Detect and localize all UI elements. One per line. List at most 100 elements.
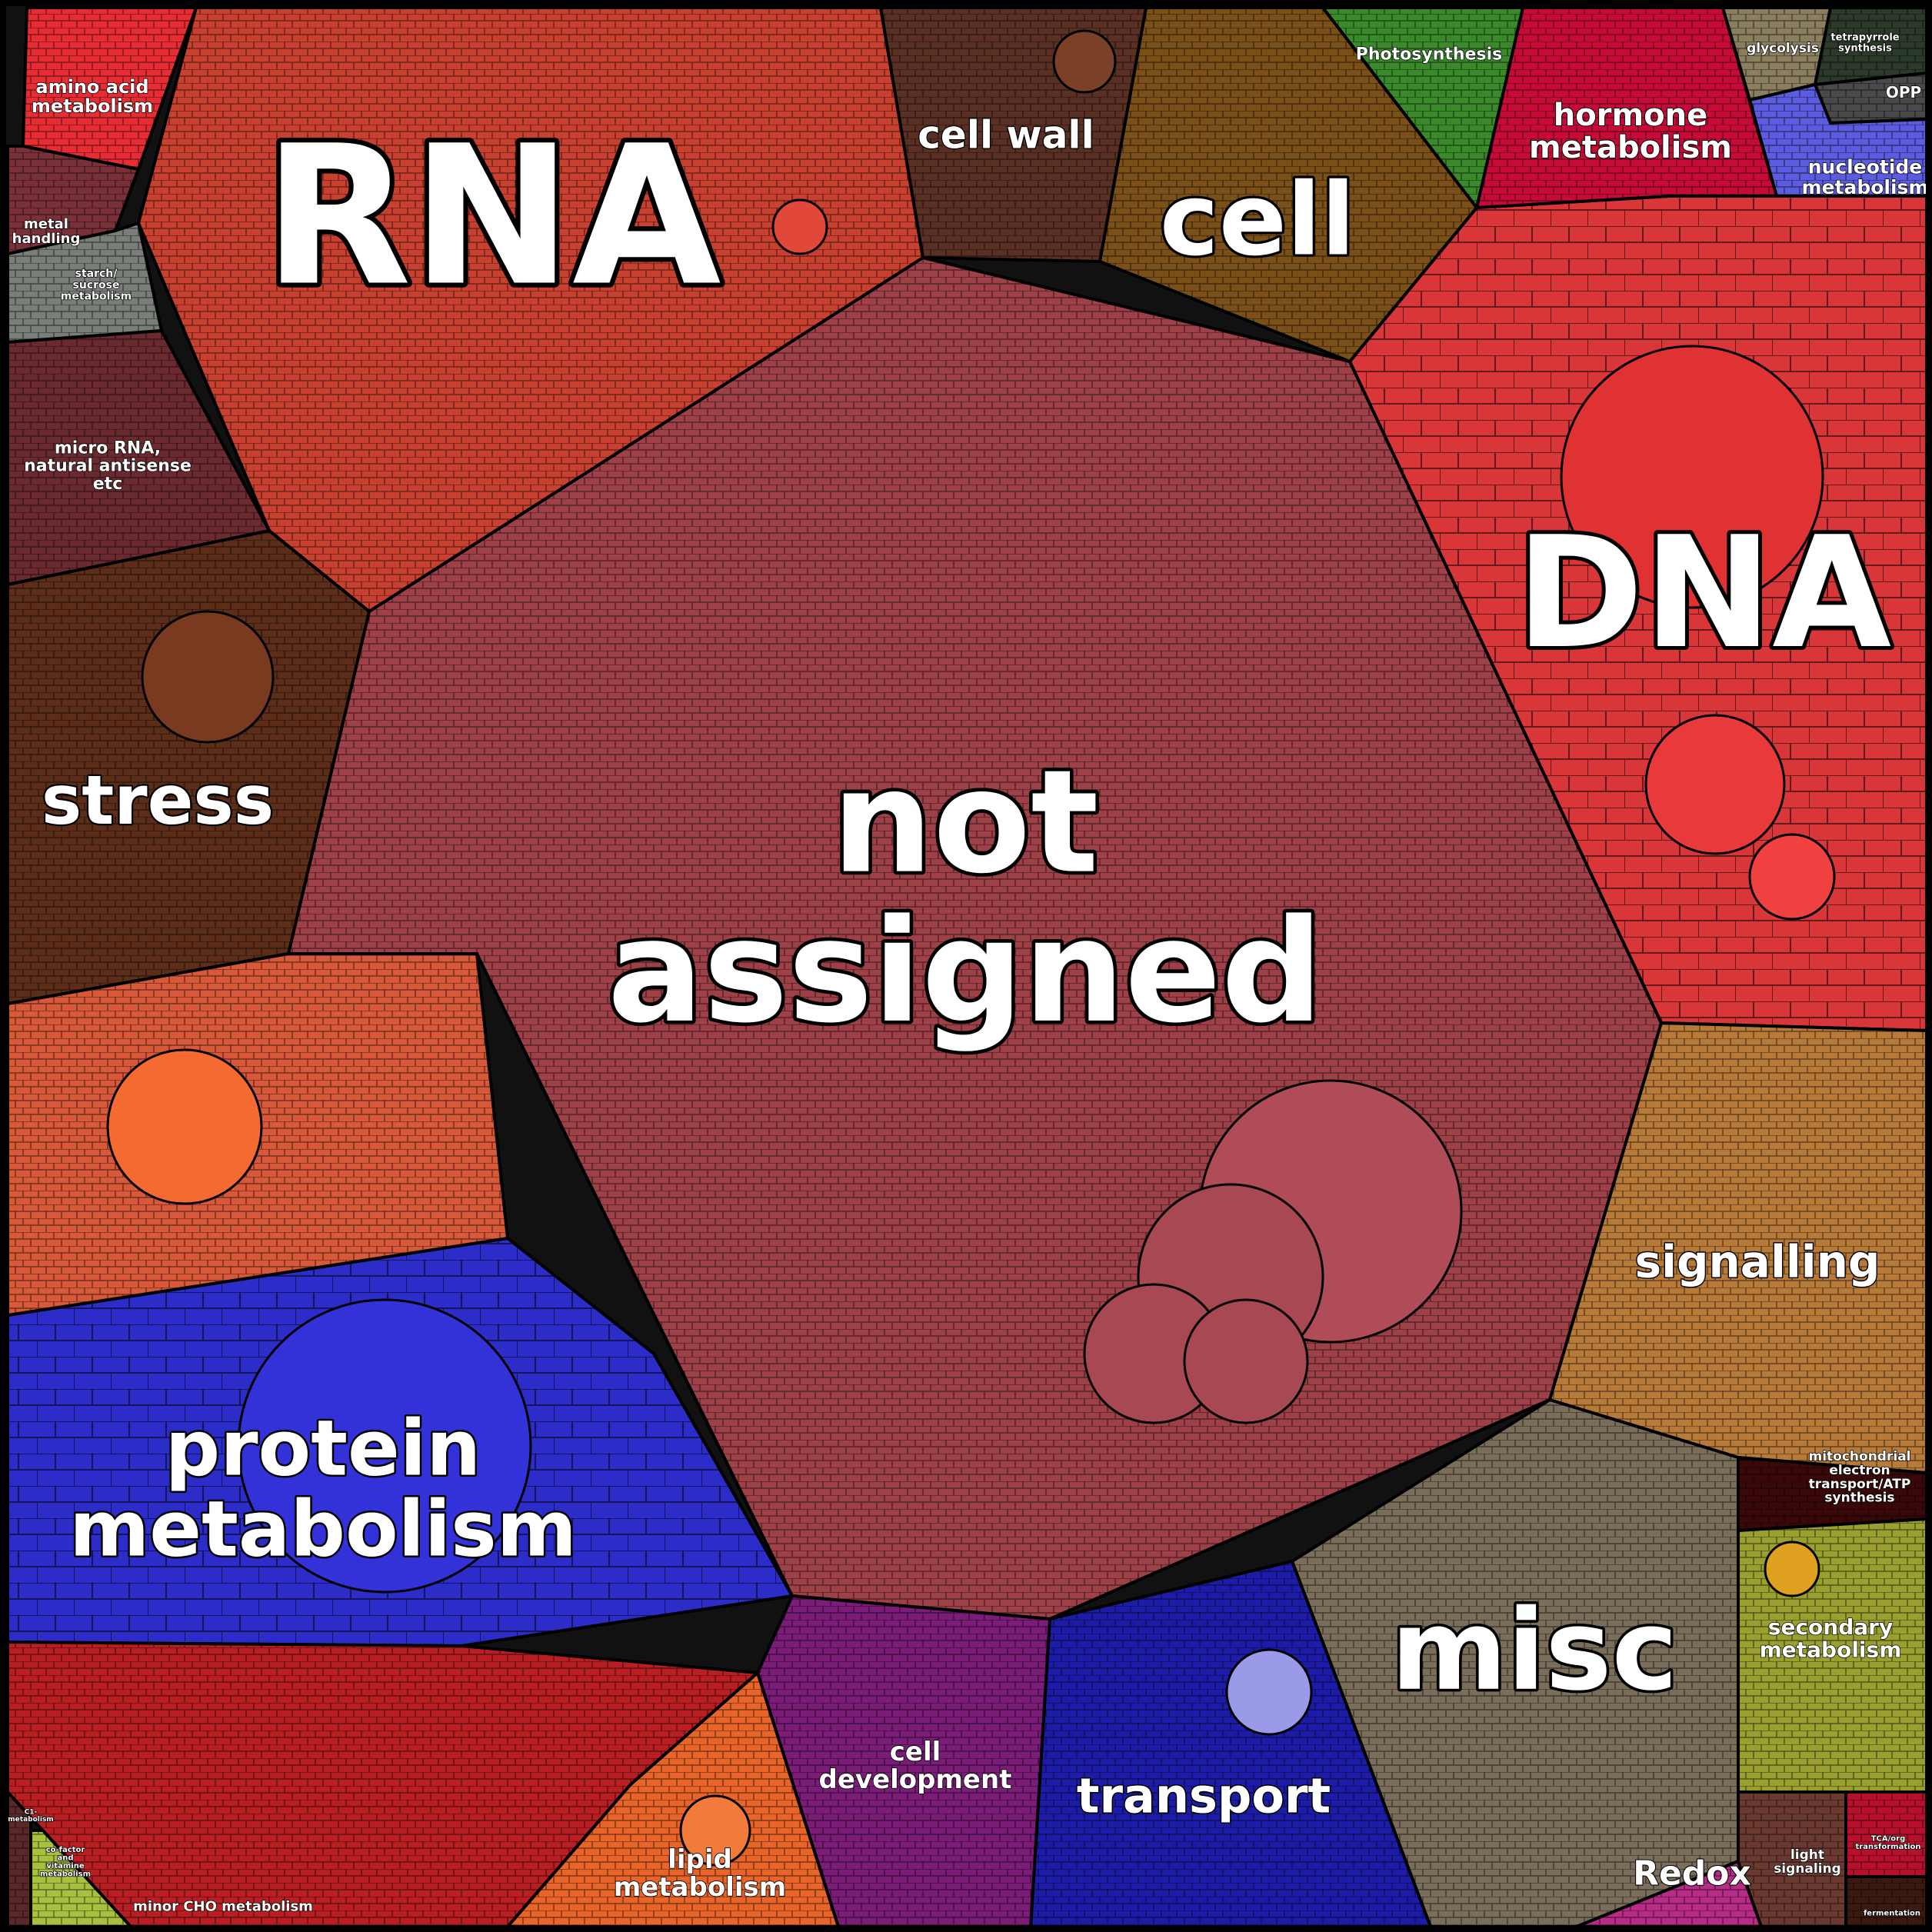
- label-redox: Redox: [1633, 1854, 1751, 1893]
- region-texture-lipid-metabolism: [508, 1673, 838, 1927]
- label-line: signalling: [1635, 1235, 1880, 1287]
- label-cell-wall: cell wall: [918, 113, 1094, 158]
- label-nucleotide-metabolism: nucleotide metabolism: [1802, 156, 1929, 198]
- region-texture-c1-metabolism: [8, 1792, 31, 1927]
- sub-cell: [141, 610, 275, 744]
- label-line: etc: [93, 475, 122, 494]
- label-fermentation: fermentation: [1864, 1910, 1920, 1918]
- label-line: metabolism: [1529, 130, 1732, 165]
- label-line: metabolism: [40, 1870, 91, 1878]
- label-line: DNA: [1516, 504, 1891, 683]
- label-line: transformation: [1855, 1843, 1920, 1851]
- region-texture-cell-development: [758, 1596, 1050, 1927]
- label-line: minor CHO metabolism: [133, 1898, 313, 1914]
- label-line: secondary: [1768, 1614, 1893, 1640]
- sub-cell: [679, 1794, 751, 1867]
- sub-cell: [1764, 1541, 1820, 1597]
- label-c1-metabolism: C1-metabolism: [8, 1808, 53, 1823]
- sub-cell: [1644, 714, 1786, 855]
- label-line: RNA: [263, 105, 721, 328]
- label-transport: transport: [1077, 1768, 1331, 1824]
- region-texture-redox: [1577, 1861, 1761, 1927]
- sub-cell: [1560, 345, 1824, 609]
- label-line: mitochondrial: [1809, 1449, 1911, 1464]
- label-line: cell: [890, 1737, 941, 1767]
- sub-cell: [1748, 833, 1836, 921]
- region-texture-light-signaling: [1738, 1792, 1846, 1927]
- label-line: cell wall: [918, 113, 1094, 158]
- region-texture-hormone-metabolism: [1477, 8, 1777, 208]
- label-amino-acid-metabolism: amino acid metabolism: [32, 76, 153, 117]
- label-line: natural antisense: [24, 457, 192, 476]
- label-rna: RNA: [263, 105, 721, 328]
- label-line: signaling: [1774, 1861, 1841, 1877]
- label-opp: OPP: [1886, 83, 1921, 102]
- label-line: metabolism: [1760, 1637, 1902, 1663]
- label-line: stress: [42, 761, 274, 840]
- label-micro-rna: micro RNA, natural antisense etc: [24, 439, 192, 494]
- label-starch-sucrose-metabolism: starch/sucrose metabolism: [61, 268, 132, 302]
- label-line: sucrose: [73, 279, 120, 291]
- label-line: development: [819, 1764, 1012, 1795]
- label-glycolysis: glycolysis: [1747, 41, 1819, 56]
- region-texture-glycolysis: [1723, 8, 1830, 100]
- label-line: lipid: [668, 1844, 732, 1875]
- sub-cell: [1225, 1648, 1313, 1736]
- region-texture-photosynthesis: [1323, 8, 1523, 208]
- region-texture-misc: [1292, 1400, 1738, 1927]
- label-line: tetrapyrrole: [1830, 32, 1899, 44]
- region-texture-cell: [1100, 8, 1477, 361]
- sub-cell: [106, 1048, 263, 1205]
- region-texture-nucleotide-metabolism: [1750, 85, 1927, 196]
- label-line: co-factor: [46, 1846, 85, 1854]
- region-texture-amino-acid-metabolism: [23, 8, 196, 169]
- label-tetrapyrrole-synthesis: tetrapyrrole synthesis: [1830, 32, 1899, 55]
- label-line: metabolism: [614, 1872, 786, 1903]
- sub-cell: [1052, 29, 1117, 94]
- region-texture-opp: [1815, 73, 1927, 123]
- label-cell: cell: [1160, 162, 1355, 278]
- region-texture-rna: [138, 8, 923, 611]
- label-minor-cho-metabolism: minor CHO metabolism: [133, 1898, 313, 1914]
- label-line: metabolism: [32, 95, 153, 117]
- label-line: C1-: [25, 1808, 38, 1816]
- label-line: cell: [1160, 162, 1355, 278]
- region-texture-metal-handling: [8, 146, 138, 254]
- label-line: Redox: [1633, 1854, 1751, 1893]
- label-line: misc: [1391, 1586, 1677, 1716]
- label-line: metabolism: [61, 291, 132, 303]
- label-line: light: [1790, 1847, 1824, 1863]
- label-line: starch/: [75, 268, 118, 280]
- label-line: transport: [1077, 1768, 1331, 1824]
- label-photosynthesis: Photosynthesis: [1356, 45, 1502, 65]
- region-texture-tca-org-transformation: [1846, 1792, 1927, 1877]
- label-line: handling: [12, 231, 81, 247]
- label-misc: misc: [1391, 1586, 1677, 1716]
- region-texture-starch-sucrose-metabolism: [8, 223, 162, 342]
- label-line: electron: [1829, 1463, 1890, 1478]
- region-texture-signalling: [1550, 1023, 1927, 1473]
- label-line: and: [57, 1854, 73, 1862]
- label-line: vitamine: [46, 1862, 84, 1870]
- label-metal-handling: metal handling: [12, 216, 81, 247]
- region-texture-transport: [1031, 1561, 1431, 1927]
- label-line: synthesis: [1824, 1491, 1894, 1506]
- sub-cell: [771, 198, 828, 255]
- label-cofactor-vitamine-metabolism: co-factor and vitamine metabolism: [40, 1846, 91, 1879]
- region-texture-stress: [8, 531, 369, 1004]
- region-texture-unlabeled-red: [8, 1642, 758, 1927]
- label-cell-development: cell development: [819, 1737, 1012, 1795]
- label-line: Photosynthesis: [1356, 45, 1502, 65]
- label-line: synthesis: [1838, 42, 1892, 54]
- label-line: OPP: [1886, 83, 1921, 102]
- label-light-signaling: light signaling: [1774, 1847, 1841, 1877]
- label-line: protein: [165, 1404, 481, 1494]
- label-line: fermentation: [1864, 1910, 1920, 1918]
- region-texture-tetrapyrrole-synthesis: [1815, 8, 1927, 85]
- label-line: micro RNA,: [55, 439, 161, 458]
- label-line: transport/ATP: [1809, 1477, 1911, 1492]
- sub-cell: [1183, 1298, 1309, 1424]
